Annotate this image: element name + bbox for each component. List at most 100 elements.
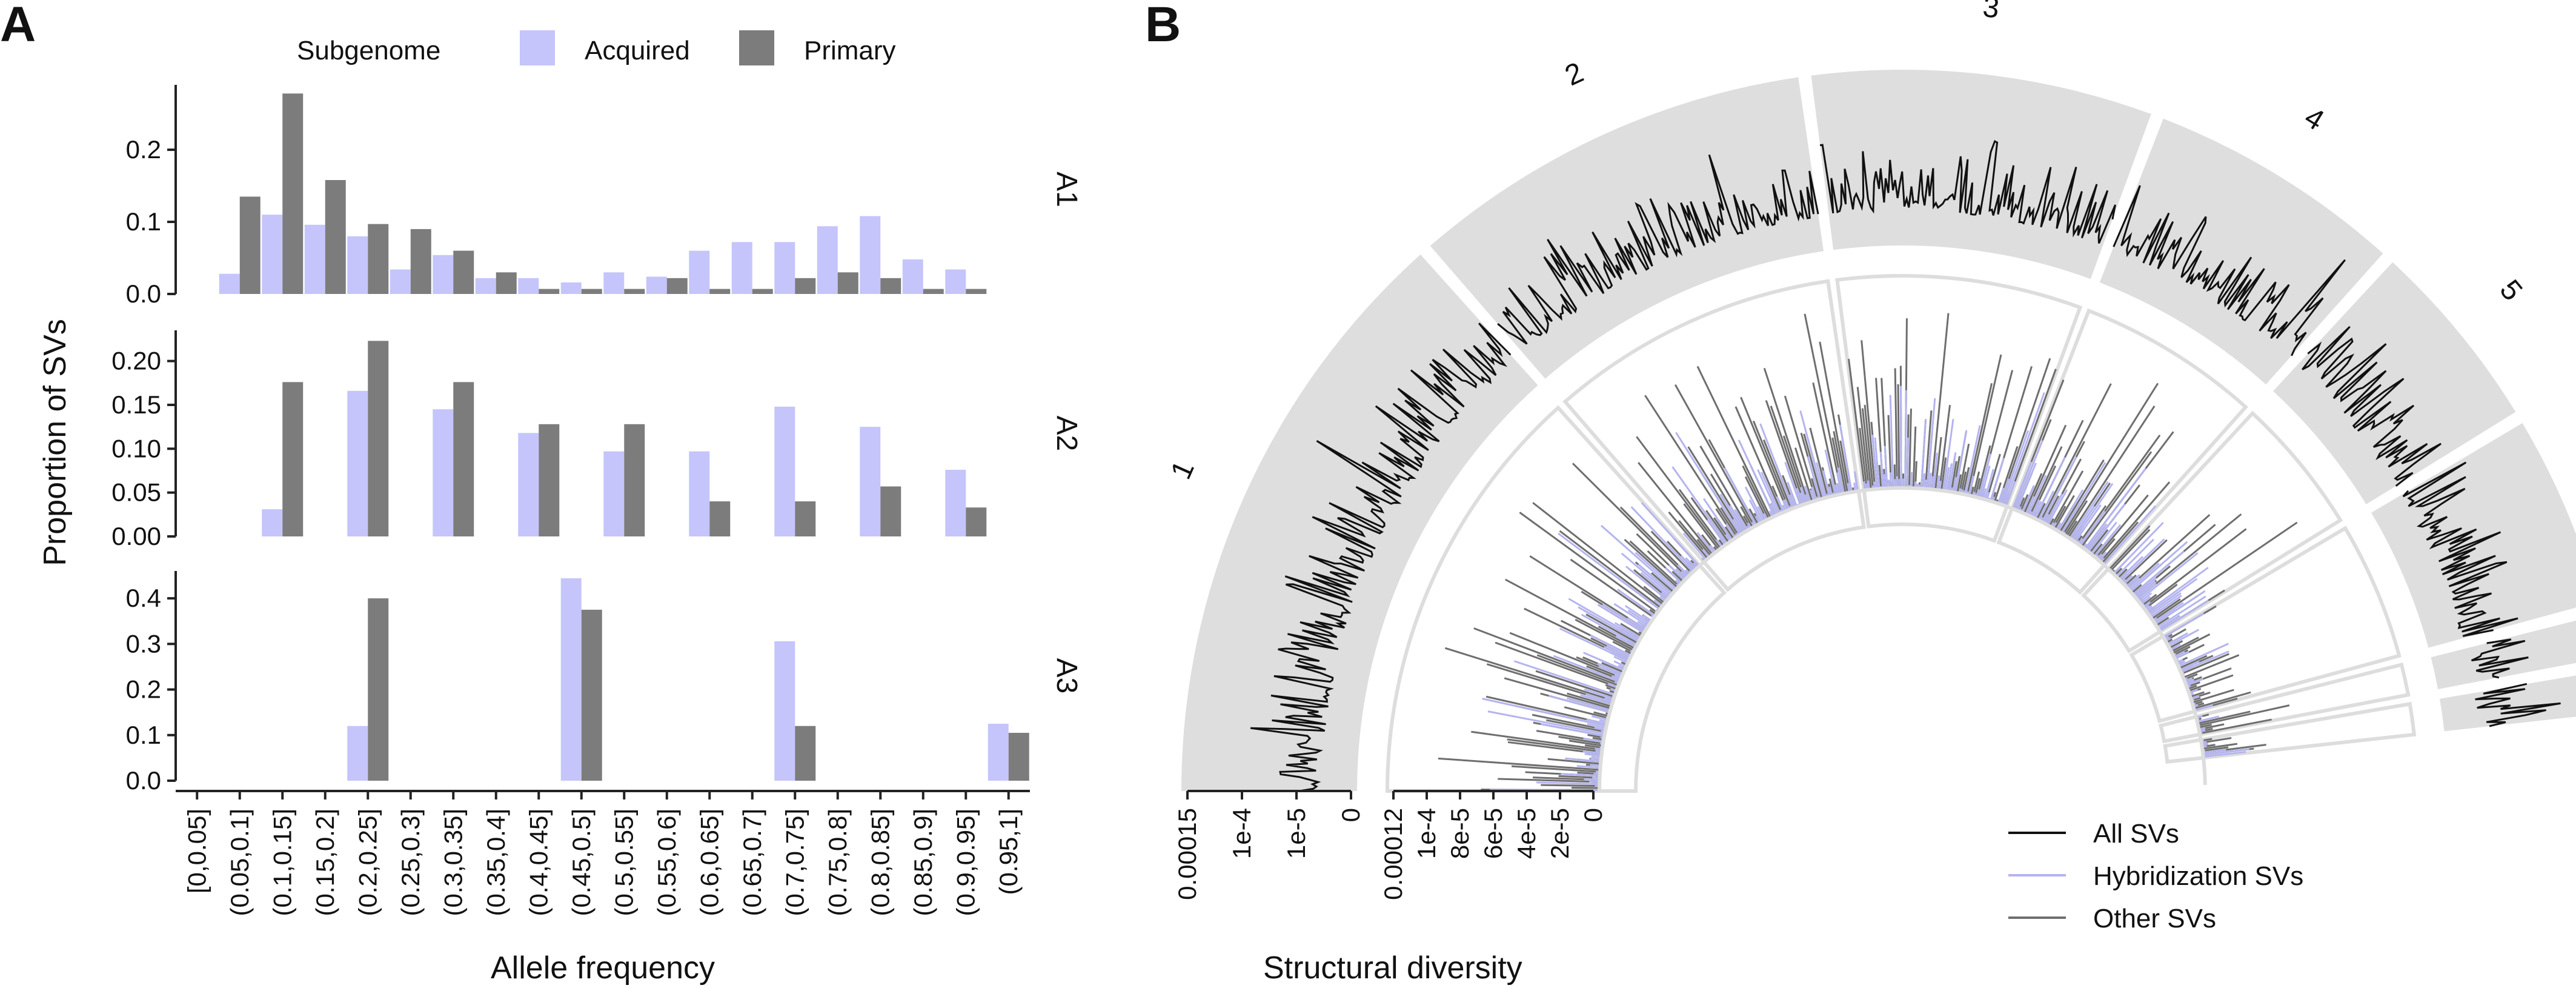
hybridization-svs-bar-chr-3 (1879, 452, 1884, 489)
sector-label-chr-5: 5 (2494, 274, 2529, 307)
inner-track-frame-chr-8 (2163, 701, 2417, 764)
other-svs-bar-chr-7 (2197, 704, 2290, 727)
x-tick-label-0-3-0-35: (0.3,0.35] (439, 809, 467, 916)
hybridization-svs-bar-chr-2 (1853, 471, 1859, 492)
other-svs-bar-chr-6 (2169, 640, 2183, 649)
hybridization-svs-bar-chr-1 (1559, 627, 1629, 663)
other-svs-bar-chr-2 (1803, 433, 1823, 499)
hybridization-svs-bar-chr-3 (1889, 395, 1894, 489)
bar-a2-primary-0-6-0-65 (709, 501, 731, 536)
legend-label-acquired: Acquired (585, 36, 690, 65)
bar-a1-primary-0-25-0-3 (410, 229, 431, 294)
other-svs-bar-chr-2 (1638, 462, 1713, 556)
hybridization-svs-bar-chr-1 (1614, 622, 1642, 639)
other-svs-bar-chr-2 (1811, 478, 1819, 501)
sector-chr-3: 3 (1811, 0, 2151, 543)
outer-track-tick-label: 1e-4 (1227, 808, 1256, 859)
other-svs-bar-chr-4 (2059, 459, 2105, 533)
hybridization-svs-bar-chr-3 (1884, 446, 1888, 489)
bar-a1-primary-0-1-0-15 (282, 93, 304, 294)
hybridization-svs-bar-chr-3 (1922, 473, 1925, 489)
structural-diversity-label: Structural diversity (1263, 950, 1522, 986)
hybridization-svs-bar-chr-2 (1748, 499, 1763, 523)
other-svs-bar-chr-6 (2171, 633, 2211, 655)
hybridization-svs-bar-chr-4 (2093, 524, 2122, 558)
other-svs-bar-chr-2 (1734, 406, 1783, 513)
hybridization-svs-bar-chr-2 (1800, 487, 1808, 504)
hybridization-svs-bar-chr-5 (2126, 577, 2140, 589)
hybridization-svs-bar-chr-1 (1582, 750, 1602, 755)
hybridization-svs-bar-chr-6 (2168, 629, 2200, 647)
hybridization-svs-bar-chr-1 (1586, 718, 1607, 725)
other-svs-bar-chr-1 (1507, 738, 1602, 753)
other-svs-bar-chr-4 (2028, 446, 2063, 516)
bar-a3-primary-0-7-0-75 (795, 726, 816, 781)
y-tick-label-a3: 0.0 (126, 766, 161, 795)
hybridization-svs-bar-chr-2 (1724, 467, 1758, 526)
other-svs-bar-chr-1 (1585, 744, 1603, 749)
hybridization-svs-bar-chr-3 (1980, 466, 1991, 499)
facet-label-a3: A3 (1051, 658, 1083, 694)
hybridization-svs-bar-chr-8 (2202, 749, 2226, 754)
x-tick-label-0-7-0-75: (0.7,0.75] (780, 809, 809, 916)
other-svs-bar-chr-3 (1950, 461, 1957, 492)
hybridization-svs-bar-chr-4 (2032, 501, 2042, 518)
other-svs-bar-chr-5 (2152, 521, 2298, 622)
inner-base-arc (1598, 486, 2207, 792)
hybridization-svs-bar-chr-2 (1744, 486, 1765, 522)
hybridization-svs-bar-chr-5 (2148, 592, 2182, 616)
y-tick-label-a3: 0.1 (126, 721, 161, 749)
hybridization-svs-bar-chr-1 (1578, 606, 1639, 643)
inner-track-tick-label: 1e-4 (1412, 808, 1441, 859)
other-svs-bar-chr-4 (2064, 500, 2088, 536)
x-tick-label-0-05-0-1: (0.05,0.1] (225, 809, 254, 916)
other-svs-bar-chr-3 (1861, 340, 1876, 490)
other-svs-bar-chr-1 (1547, 758, 1601, 765)
other-svs-bar-chr-6 (2193, 691, 2251, 710)
hybridization-svs-bar-chr-1 (1637, 621, 1648, 629)
hybridization-svs-bar-chr-2 (1784, 499, 1790, 510)
hybridization-svs-bar-chr-1 (1487, 710, 1605, 735)
bar-a3-acquired-0-45-0-5 (560, 578, 582, 781)
sector-chr-1: 1 (1165, 254, 1727, 793)
hybridization-svs-bar-chr-4 (2014, 440, 2043, 510)
hybridization-svs-bar-chr-5 (2146, 567, 2209, 613)
all-svs-line-chr-5 (2302, 325, 2442, 487)
hybridization-svs-bar-chr-4 (2071, 506, 2096, 541)
hybridization-svs-bar-chr-3 (1999, 478, 2010, 505)
other-svs-bar-chr-1 (1559, 530, 1662, 609)
inner-track-tick-label: 6e-5 (1479, 808, 1507, 859)
sector-label-chr-1: 1 (1165, 456, 1201, 484)
hybridization-svs-bar-chr-2 (1706, 519, 1727, 546)
hybridization-svs-bar-chr-6 (2163, 612, 2205, 638)
hybridization-svs-bar-chr-2 (1696, 532, 1715, 555)
sector-label-chr-3: 3 (1981, 0, 2001, 25)
other-svs-bar-chr-6 (2171, 636, 2199, 653)
hybridization-svs-bar-chr-6 (2178, 643, 2229, 667)
hybridization-svs-bar-chr-4 (2034, 456, 2066, 519)
hybridization-svs-bar-chr-2 (1807, 456, 1821, 500)
other-svs-bar-chr-4 (2100, 481, 2171, 562)
hybridization-svs-bar-chr-3 (1930, 476, 1934, 490)
legend-swatch-acquired (520, 30, 555, 65)
all-svs-line-chr-4 (2113, 185, 2346, 356)
hybridization-svs-bar-chr-1 (1635, 552, 1678, 590)
hybridization-svs-bar-chr-4 (2087, 503, 2126, 552)
hybridization-svs-bar-chr-4 (2045, 493, 2063, 525)
other-svs-bar-chr-1 (1575, 618, 1635, 652)
hybridization-svs-bar-chr-1 (1621, 552, 1672, 596)
hybridization-svs-bar-chr-1 (1641, 502, 1700, 567)
bar-a1-acquired-0-05-0-1 (219, 273, 240, 294)
other-svs-bar-chr-2 (1784, 395, 1817, 501)
hybridization-svs-bar-chr-6 (2194, 704, 2213, 712)
other-svs-bar-chr-4 (2023, 473, 2043, 514)
legend-sv-type: All SVs Hybridization SVs Other SVs (2008, 819, 2303, 933)
facet-label-a1: A1 (1051, 172, 1083, 207)
hybridization-svs-bar-chr-1 (1584, 688, 1615, 700)
hybridization-svs-bar-chr-1 (1680, 555, 1696, 572)
hybridization-svs-bar-chr-7 (2197, 715, 2220, 723)
other-svs-bar-chr-3 (1976, 445, 1991, 498)
hybridization-svs-bar-chr-1 (1598, 665, 1623, 677)
hybridization-svs-bar-chr-1 (1584, 778, 1600, 781)
hybridization-svs-bar-chr-1 (1665, 567, 1683, 584)
